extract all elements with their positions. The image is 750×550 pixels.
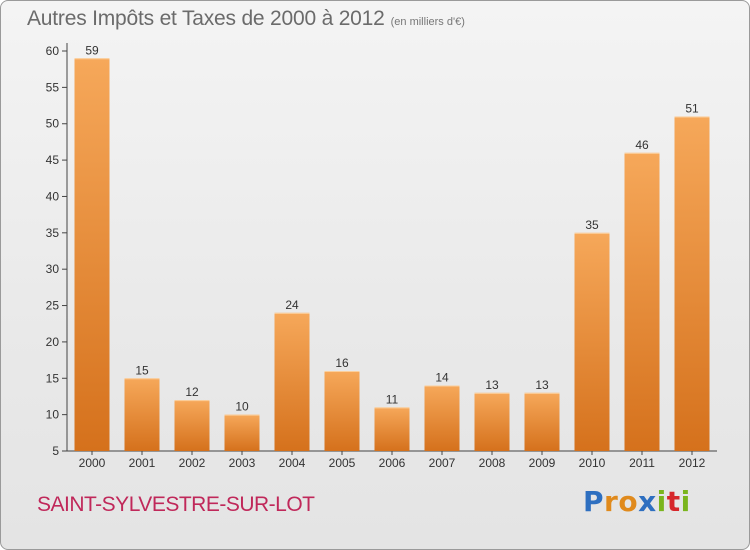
bar <box>374 407 410 451</box>
bar <box>274 312 310 451</box>
bar-value-label: 10 <box>235 400 249 414</box>
chart-subtitle: (en milliers d'€) <box>390 16 465 28</box>
x-tick-label: 2003 <box>229 456 256 470</box>
bar-value-label: 35 <box>585 218 599 232</box>
x-tick-label: 2012 <box>679 456 706 470</box>
y-tick-label: 45 <box>46 153 60 167</box>
bar <box>124 378 160 451</box>
logo-letter: t <box>666 485 681 518</box>
bar-value-label: 16 <box>335 356 349 370</box>
bar <box>524 392 560 451</box>
y-tick-label: 20 <box>46 335 60 349</box>
x-tick-label: 2010 <box>579 456 606 470</box>
plot-area: 5 10 15 20 25 30 35 40 45 50 55 60 59 2000 15 2001 12 200… <box>46 43 717 470</box>
logo-letter: o <box>618 485 639 518</box>
bar-value-label: 13 <box>485 378 499 392</box>
logo-letter: i <box>680 485 691 518</box>
bar <box>624 152 660 451</box>
bar-value-label: 12 <box>185 385 199 399</box>
x-tick-label: 2009 <box>529 456 556 470</box>
bar-value-label: 24 <box>285 298 299 312</box>
y-tick-label: 15 <box>46 371 60 385</box>
y-tick-label: 60 <box>46 44 60 58</box>
proxiti-logo: Proxiti <box>583 485 691 518</box>
bar <box>324 371 360 451</box>
bar <box>674 116 710 452</box>
bar-value-label: 51 <box>685 101 699 115</box>
x-tick-label: 2006 <box>379 456 406 470</box>
x-tick-label: 2004 <box>279 456 306 470</box>
y-tick-label: 30 <box>46 262 60 276</box>
x-tick-label: 2000 <box>79 456 106 470</box>
y-tick-label: 55 <box>46 80 60 94</box>
bar-value-label: 13 <box>535 378 549 392</box>
bar <box>574 232 610 451</box>
logo-letter: i <box>656 485 667 518</box>
y-tick-label: 50 <box>46 117 60 131</box>
logo-letter: r <box>604 485 619 518</box>
y-tick-label: 40 <box>46 189 60 203</box>
x-tick-label: 2007 <box>429 456 456 470</box>
bar <box>424 385 460 451</box>
chart-title-text: Autres Impôts et Taxes de 2000 à 2012 <box>27 7 385 30</box>
y-tick-label: 5 <box>52 444 59 458</box>
bar-value-label: 14 <box>435 371 449 385</box>
bar-value-label: 59 <box>85 43 99 57</box>
x-tick-label: 2001 <box>129 456 156 470</box>
bar <box>224 414 260 451</box>
chart-title: Autres Impôts et Taxes de 2000 à 2012 (en… <box>27 7 465 31</box>
x-tick-label: 2011 <box>629 456 655 470</box>
y-tick-label: 25 <box>46 299 60 313</box>
bar-value-label: 15 <box>135 363 149 377</box>
commune-name: SAINT-SYLVESTRE-SUR-LOT <box>37 493 315 516</box>
x-tick-label: 2002 <box>179 456 206 470</box>
x-tick-label: 2005 <box>329 456 356 470</box>
y-tick-label: 10 <box>46 408 60 422</box>
bar <box>474 392 510 451</box>
bar-value-label: 46 <box>635 138 649 152</box>
logo-letter: x <box>638 485 657 518</box>
x-tick-label: 2008 <box>479 456 506 470</box>
bar <box>74 58 110 451</box>
bar <box>174 400 210 451</box>
logo-letter: P <box>583 485 605 518</box>
y-tick-label: 35 <box>46 226 60 240</box>
bar-value-label: 11 <box>386 392 399 406</box>
